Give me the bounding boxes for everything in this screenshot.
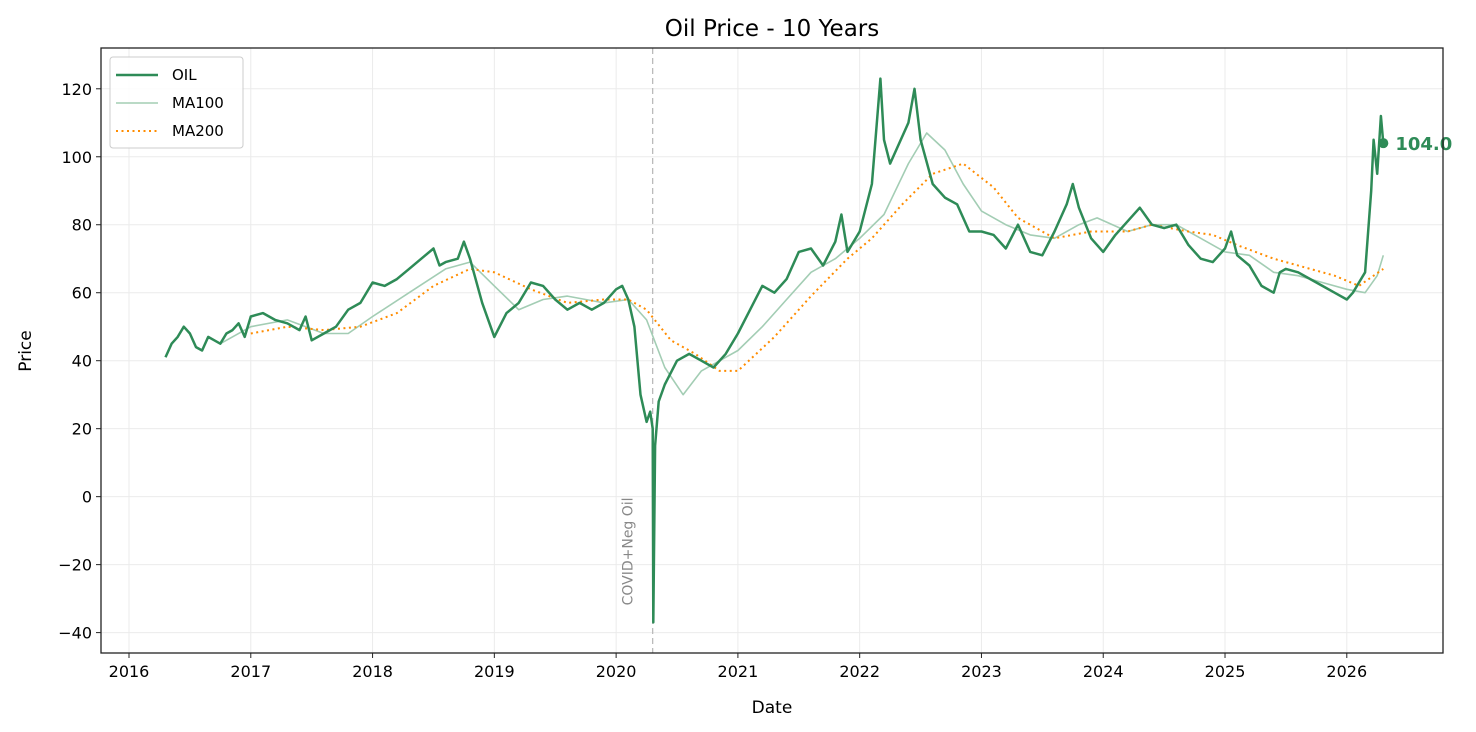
x-tick-label: 2026 [1326,662,1367,681]
legend: OIL MA100 MA200 [109,56,244,149]
y-tick-label: 100 [61,148,92,167]
last-value-label: 104.0 [1395,134,1452,155]
x-axis-label: Date [752,698,793,718]
axes-frame [100,47,1444,654]
grid [101,48,1443,653]
y-axis-label: Price [16,330,36,371]
legend-oil-label: OIL [172,66,197,84]
y-tick-label: 80 [72,216,92,235]
x-tick-label: 2023 [961,662,1002,681]
event-label: COVID+Neg Oil [621,497,637,605]
chart-title: Oil Price - 10 Years [665,16,879,42]
ticks: 2016 2017 2018 2019 2020 2021 2022 2023 2024 2025… [58,80,1367,681]
y-tick-label: 120 [61,80,92,99]
y-tick-label: −40 [58,624,92,643]
y-tick-label: 40 [72,352,92,371]
x-tick-label: 2020 [596,662,637,681]
series-oil-line [164,77,1385,624]
y-tick-label: −20 [58,556,92,575]
x-tick-label: 2025 [1205,662,1246,681]
last-value-marker [1378,138,1389,149]
plot-area: COVID+Neg Oil 104.0 [164,48,1452,653]
x-tick-label: 2016 [109,662,150,681]
y-tick-label: 20 [72,420,92,439]
legend-ma200-label: MA200 [172,122,224,140]
x-tick-label: 2018 [352,662,393,681]
x-tick-label: 2022 [839,662,880,681]
x-tick-label: 2021 [718,662,759,681]
y-tick-label: 0 [82,488,92,507]
x-tick-label: 2019 [474,662,515,681]
x-tick-label: 2017 [230,662,271,681]
series-ma100-line [219,132,1385,396]
x-tick-label: 2024 [1083,662,1124,681]
legend-ma100-label: MA100 [172,94,224,112]
series-ma200-line [250,162,1384,372]
y-tick-label: 60 [72,284,92,303]
